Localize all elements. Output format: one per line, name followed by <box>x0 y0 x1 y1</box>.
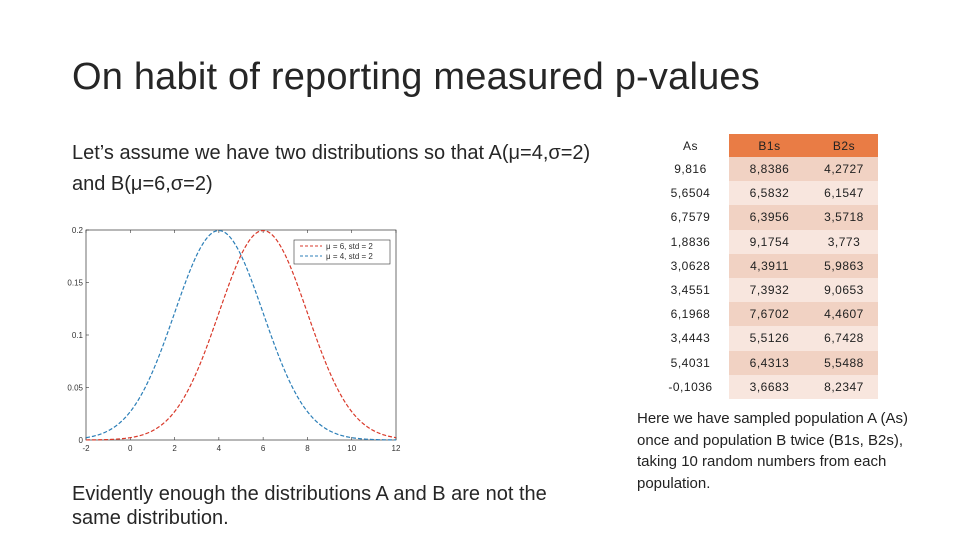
table-cell-b1s: 7,6702 <box>729 302 810 327</box>
x-tick-label: -2 <box>82 444 90 453</box>
table-cell-as: 5,4031 <box>652 350 729 375</box>
sample-table: As B1s B2s 9,816 8,8386 4,2727 5,6504 6,5832… <box>652 134 878 399</box>
table-row: 5,6504 6,5832 6,1547 <box>652 181 878 206</box>
y-tick-label: 0.2 <box>72 226 84 235</box>
table-cell-b2s: 8,2347 <box>810 374 878 399</box>
table-header-b2s: B2s <box>810 134 878 157</box>
table-cell-as: 6,7579 <box>652 205 729 230</box>
x-tick-label: 8 <box>305 444 310 453</box>
x-tick-label: 0 <box>128 444 133 453</box>
x-tick-label: 6 <box>261 444 266 453</box>
plot-legend: μ = 6, std = 2μ = 4, std = 2 <box>293 239 391 265</box>
table-cell-as: 3,4443 <box>652 326 729 351</box>
table-cell-b1s: 5,5126 <box>729 326 810 351</box>
table-row: 1,8836 9,1754 3,773 <box>652 229 878 254</box>
table-row: 6,7579 6,3956 3,5718 <box>652 205 878 230</box>
table-caption: Here we have sampled population A (As) o… <box>637 410 908 492</box>
plot-series <box>85 229 397 441</box>
table-cell-b1s: 6,4313 <box>729 350 810 375</box>
table-row: 6,1968 7,6702 4,4607 <box>652 302 878 327</box>
table-cell-b2s: 3,5718 <box>810 205 878 230</box>
table-cell-b1s: 6,5832 <box>729 181 810 206</box>
table-cell-b2s: 6,1547 <box>810 181 878 206</box>
table-cell-b2s: 3,773 <box>810 229 878 254</box>
table-row: -0,1036 3,6683 8,2347 <box>652 374 878 399</box>
table-cell-as: 1,8836 <box>652 229 729 254</box>
table-row: 9,816 8,8386 4,2727 <box>652 157 878 182</box>
legend-label-0: μ = 6, std = 2 <box>326 242 373 251</box>
table-row: 3,0628 4,3911 5,9863 <box>652 253 878 278</box>
table-cell-as: 3,0628 <box>652 253 729 278</box>
table-cell-b1s: 3,6683 <box>729 374 810 399</box>
table-cell-as: 6,1968 <box>652 302 729 327</box>
table-header-b1s: B1s <box>729 134 810 157</box>
table-row: 5,4031 6,4313 5,5488 <box>652 350 878 375</box>
legend-box <box>293 239 391 265</box>
y-tick-label: 0.1 <box>72 331 84 340</box>
table-cell-b1s: 7,3932 <box>729 277 810 303</box>
table-header-as: As <box>652 134 729 157</box>
table-cell-b1s: 6,3956 <box>729 205 810 230</box>
x-tick-label: 12 <box>392 444 401 453</box>
table-row: 3,4443 5,5126 6,7428 <box>652 326 878 351</box>
table-cell-as: 5,6504 <box>652 181 729 206</box>
table-cell-b1s: 8,8386 <box>729 157 810 182</box>
table-body: 9,816 8,8386 4,2727 5,6504 6,5832 6,1547 6,757… <box>652 157 878 399</box>
table-cell-b2s: 5,9863 <box>810 253 878 278</box>
x-tick-label: 10 <box>347 444 356 453</box>
table-cell-as: 3,4551 <box>652 277 729 303</box>
y-tick-label: 0 <box>79 436 84 445</box>
slide-title: On habit of reporting measured p-values <box>72 56 760 98</box>
table-cell-b2s: 4,2727 <box>810 157 878 182</box>
x-tick-label: 4 <box>217 444 222 453</box>
table-cell-as: 9,816 <box>652 157 729 182</box>
table-row: 3,4551 7,3932 9,0653 <box>652 277 878 303</box>
series-line-0 <box>85 229 397 441</box>
table-cell-b1s: 9,1754 <box>729 229 810 254</box>
y-tick-label: 0.15 <box>67 279 83 288</box>
x-tick-label: 2 <box>172 444 177 453</box>
table-cell-b2s: 4,4607 <box>810 302 878 327</box>
conclusion-text: Evidently enough the distributions A and… <box>72 483 547 529</box>
table-cell-as: -0,1036 <box>652 374 729 399</box>
table-cell-b2s: 9,0653 <box>810 277 878 303</box>
y-tick-label: 0.05 <box>67 384 83 393</box>
legend-label-1: μ = 4, std = 2 <box>326 252 373 261</box>
table-cell-b2s: 5,5488 <box>810 350 878 375</box>
table-cell-b1s: 4,3911 <box>729 253 810 278</box>
table-header-row: As B1s B2s <box>652 134 878 157</box>
table-cell-b2s: 6,7428 <box>810 326 878 351</box>
intro-text: Let’s assume we have two distributions s… <box>72 142 591 195</box>
